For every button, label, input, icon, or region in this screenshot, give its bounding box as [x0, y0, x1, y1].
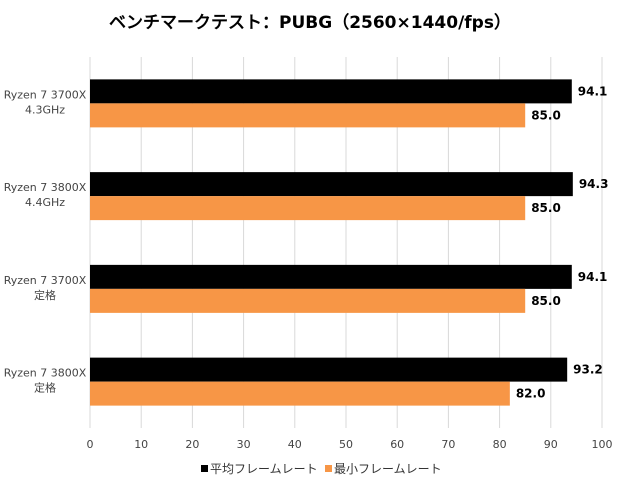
data-label-series0-cat2: 94.1 — [578, 270, 608, 284]
category-label-line-2-1: 定格 — [34, 288, 56, 302]
bar-series1-cat1 — [90, 196, 526, 221]
data-label-series1-cat2: 85.0 — [531, 294, 561, 308]
x-tick-label-5: 50 — [339, 438, 353, 451]
category-label-line-3-1: 定格 — [34, 381, 56, 395]
bar-series1-cat0 — [90, 103, 526, 128]
x-tick-label-3: 30 — [237, 438, 251, 451]
bar-series0-cat3 — [90, 357, 568, 382]
bars — [90, 79, 573, 406]
data-label-series0-cat1: 94.3 — [579, 177, 609, 191]
x-tick-label-6: 60 — [390, 438, 404, 451]
data-labels: 94.1 85.0 94.3 85.0 94.1 85.0 93.2 82.0 — [516, 84, 609, 400]
chart-title: ベンチマークテスト：PUBG（2560×1440/fps） — [109, 12, 511, 33]
bar-series0-cat2 — [90, 264, 572, 289]
x-tick-label-4: 40 — [288, 438, 302, 451]
x-tick-label-9: 90 — [544, 438, 558, 451]
category-label-line-3-0: Ryzen 7 3800X — [4, 367, 87, 380]
data-label-series1-cat1: 85.0 — [531, 201, 561, 215]
legend: 平均フレームレート 最小フレームレート — [201, 462, 442, 476]
data-label-series0-cat3: 93.2 — [573, 363, 603, 377]
data-label-series1-cat3: 82.0 — [516, 387, 546, 401]
x-tick-label-2: 20 — [185, 438, 199, 451]
category-label-0: Ryzen 7 3700X 4.3GHz — [4, 88, 87, 116]
category-label-3: Ryzen 7 3800X 定格 — [4, 367, 87, 395]
category-label-line-2-0: Ryzen 7 3700X — [4, 274, 87, 287]
bar-series0-cat0 — [90, 79, 572, 104]
bar-series0-cat1 — [90, 172, 573, 197]
x-tick-label-0: 0 — [87, 438, 94, 451]
x-axis-ticks: 0 10 20 30 40 50 60 70 80 90 100 — [87, 438, 613, 451]
x-tick-label-7: 70 — [441, 438, 455, 451]
bar-series1-cat3 — [90, 381, 510, 406]
category-label-line-1-0: Ryzen 7 3800X — [4, 181, 87, 194]
x-tick-label-1: 10 — [134, 438, 148, 451]
legend-label-0: 平均フレームレート — [210, 462, 318, 476]
legend-swatch-1 — [325, 465, 332, 472]
data-label-series1-cat0: 85.0 — [531, 108, 561, 122]
legend-label-1: 最小フレームレート — [334, 462, 442, 476]
data-label-series0-cat0: 94.1 — [578, 84, 608, 98]
legend-swatch-0 — [201, 465, 208, 472]
bar-series1-cat2 — [90, 288, 526, 313]
x-tick-label-10: 100 — [592, 438, 613, 451]
category-label-line-0-1: 4.3GHz — [25, 103, 65, 116]
category-label-1: Ryzen 7 3800X 4.4GHz — [4, 181, 87, 209]
category-label-line-1-1: 4.4GHz — [25, 196, 65, 209]
x-tick-label-8: 80 — [493, 438, 507, 451]
category-label-line-0-0: Ryzen 7 3700X — [4, 88, 87, 101]
category-label-2: Ryzen 7 3700X 定格 — [4, 274, 87, 302]
